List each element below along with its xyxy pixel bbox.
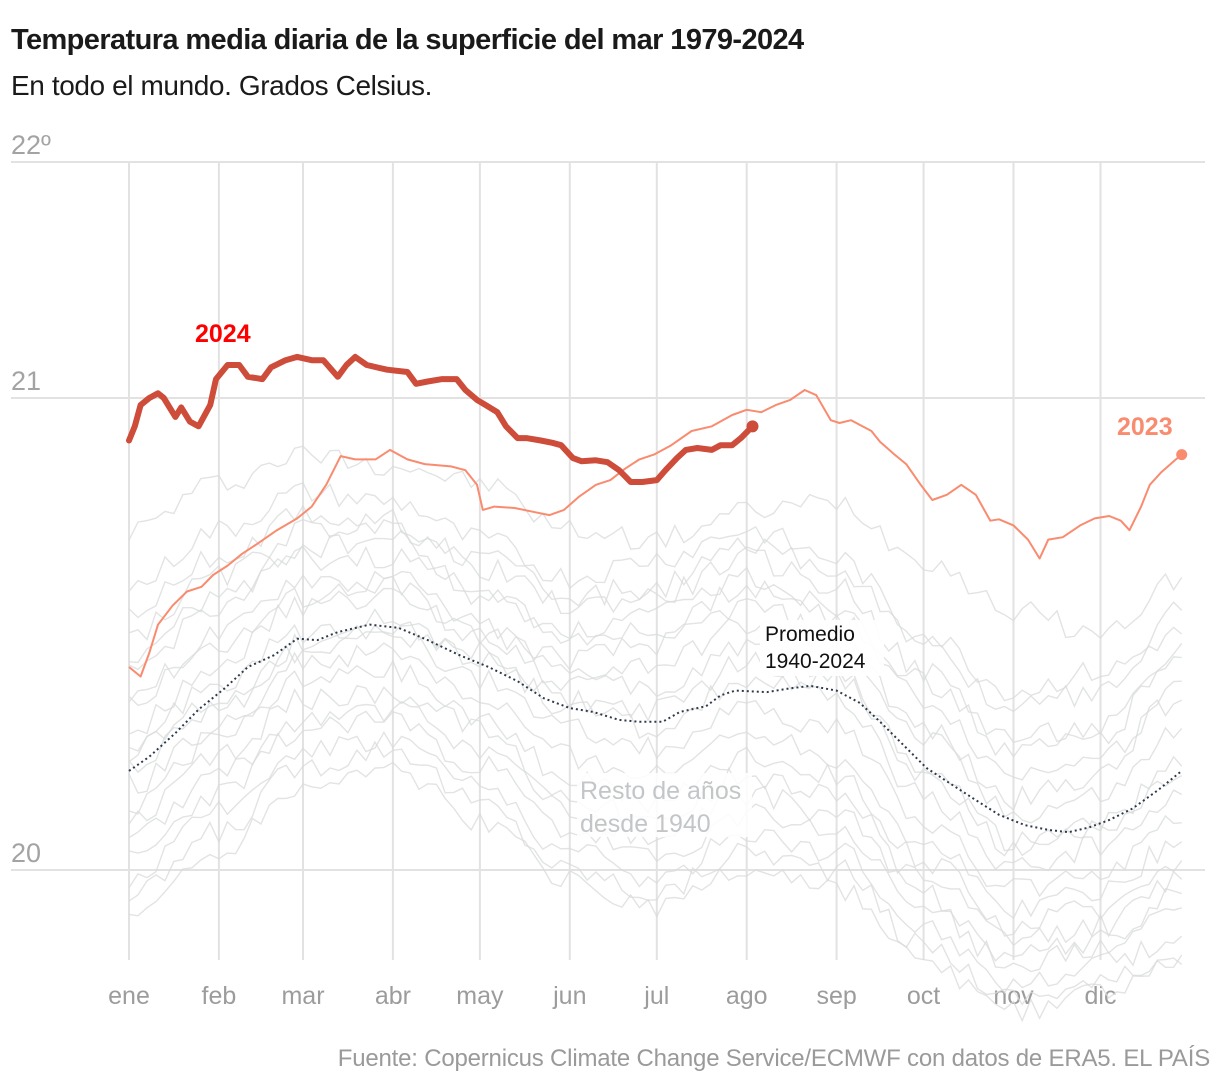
other-years-lines — [128, 445, 1183, 1023]
other-year-line — [128, 642, 1183, 920]
line-2024 — [126, 353, 756, 485]
mean-label-line2: 1940-2024 — [765, 650, 866, 673]
y-tick-label: 21 — [11, 366, 41, 396]
x-tick-label-jul: jul — [643, 982, 669, 1010]
other-year-line — [128, 574, 1182, 812]
other-year-line — [128, 545, 1183, 781]
x-tick-label-sep: sep — [816, 982, 856, 1010]
mean-line — [128, 623, 1183, 834]
series-2024-group — [126, 353, 759, 485]
other-year-line — [128, 504, 1183, 713]
other-year-line — [128, 710, 1182, 973]
endpoint-2023 — [1176, 449, 1188, 461]
endpoint-2024 — [746, 420, 759, 433]
rest-label-line2: desde 1940 — [580, 810, 711, 838]
line-2023 — [128, 389, 1183, 678]
labels-group: 2024 2023 Promedio 1940-2024 Resto de años de… — [195, 320, 1173, 838]
chart-subtitle: En todo el mundo. Grados Celsius. — [11, 70, 433, 101]
x-tick-label-ago: ago — [726, 982, 768, 1010]
other-year-line — [128, 621, 1183, 872]
label-2024: 2024 — [195, 320, 251, 348]
x-tick-label-jun: jun — [552, 982, 586, 1010]
y-tick-label: 22º — [11, 130, 51, 160]
other-year-line — [128, 508, 1182, 744]
x-tick-label-ene: ene — [108, 982, 150, 1010]
source-note: Fuente: Copernicus Climate Change Servic… — [337, 1045, 1210, 1072]
other-year-line — [128, 624, 1182, 898]
mean-label-line1: Promedio — [765, 623, 855, 646]
label-2023: 2023 — [1117, 413, 1173, 441]
x-tick-label-may: may — [456, 982, 504, 1010]
other-year-line — [128, 700, 1182, 962]
other-year-line — [128, 529, 1183, 759]
x-tick-label-mar: mar — [281, 982, 324, 1010]
other-year-line — [128, 740, 1183, 1006]
other-year-line — [128, 570, 1183, 824]
mean-label-bg — [760, 620, 884, 676]
other-year-line — [128, 482, 1183, 702]
mean-line-group — [128, 623, 1183, 834]
rest-label-bg — [577, 773, 752, 837]
x-tick-label-feb: feb — [202, 982, 237, 1010]
y-tick-label: 20 — [11, 838, 41, 868]
other-year-line — [128, 608, 1183, 852]
x-tick-label-abr: abr — [375, 982, 411, 1010]
x-tick-label-oct: oct — [907, 982, 940, 1010]
other-year-line — [128, 731, 1183, 994]
rest-label-line1: Resto de años — [580, 777, 741, 805]
other-year-line — [128, 587, 1183, 857]
series-2023-group — [128, 389, 1188, 678]
other-year-line — [128, 445, 1183, 640]
chart-title: Temperatura media diaria de la superfici… — [11, 24, 804, 56]
other-year-line — [128, 761, 1183, 1023]
